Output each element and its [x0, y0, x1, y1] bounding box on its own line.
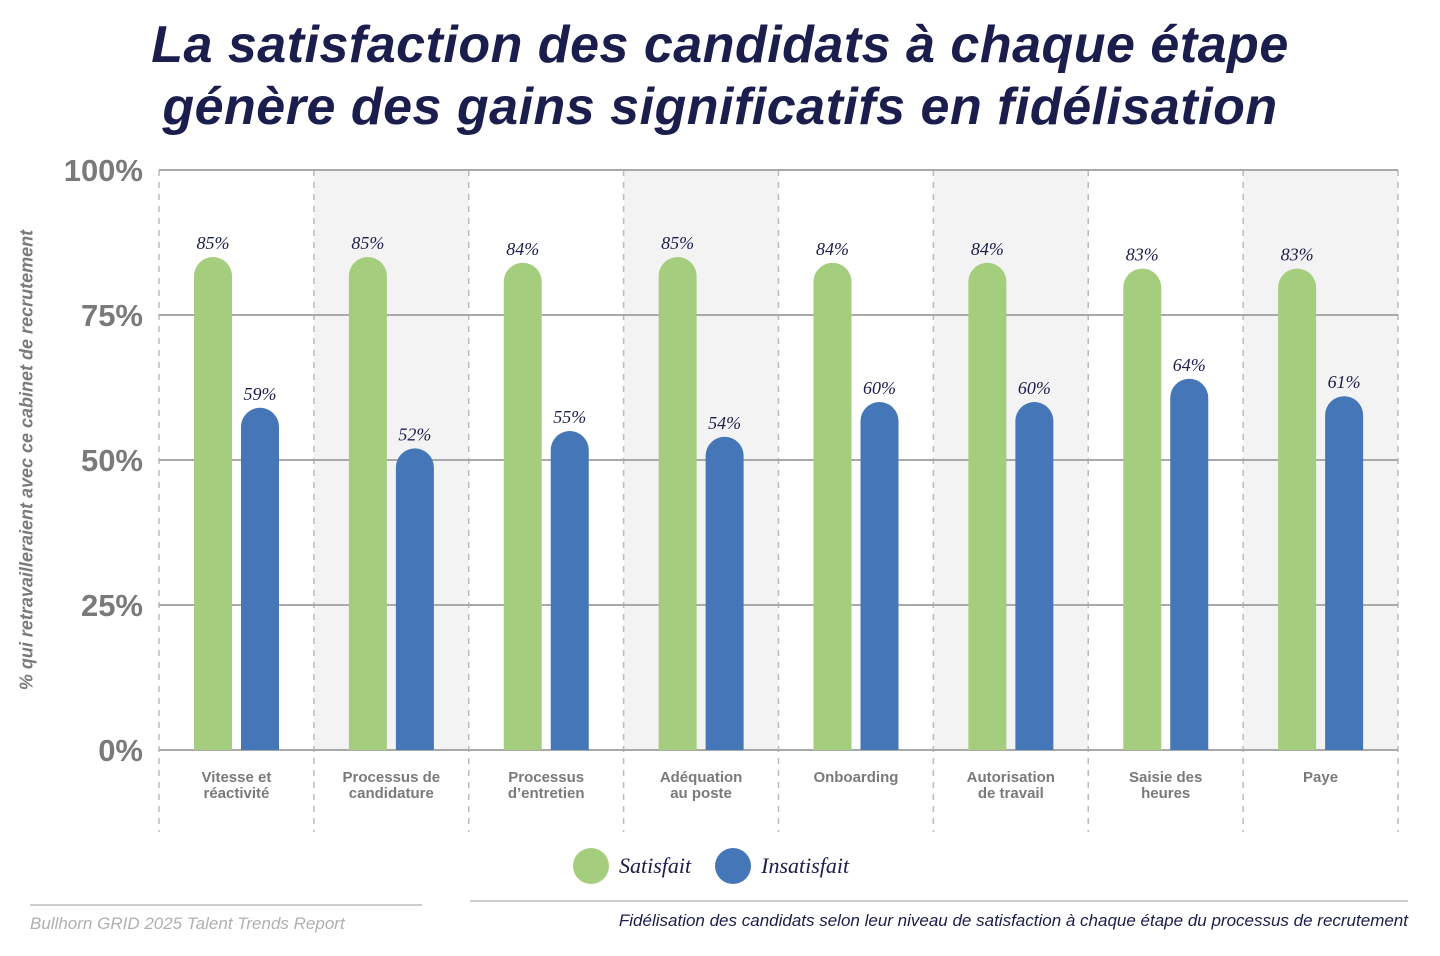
x-tick-label: Vitesse et [202, 769, 272, 786]
x-tick-label: Processus de [343, 769, 441, 786]
y-tick-label: 100% [64, 153, 143, 188]
bar-insatisfait [241, 407, 279, 750]
bar-insatisfait [1325, 396, 1364, 750]
bar-insatisfait [705, 436, 744, 750]
data-label: 85% [197, 233, 230, 253]
x-tick-label: Processus [508, 769, 584, 786]
x-tick-label: Saisie des [1129, 769, 1202, 786]
data-label: 85% [351, 233, 384, 253]
data-label: 59% [244, 384, 277, 404]
bar-insatisfait [550, 431, 589, 750]
y-tick-label: 75% [81, 298, 143, 333]
source-note: Bullhorn GRID 2025 Talent Trends Report [30, 914, 345, 933]
data-label: 60% [1018, 378, 1051, 398]
data-label: 61% [1328, 372, 1361, 392]
caption: Fidélisation des candidats selon leur ni… [618, 911, 1408, 930]
x-tick-label: Adéquation [660, 769, 743, 786]
divider [470, 900, 1408, 902]
bar-insatisfait [1015, 402, 1054, 750]
data-label: 55% [553, 407, 586, 427]
y-tick-label: 25% [81, 588, 143, 623]
legend-label-insatisfait: Insatisfait [761, 853, 850, 878]
x-tick-label: heures [1141, 785, 1190, 802]
legend: Satisfait Insatisfait [573, 848, 849, 884]
legend-label-satisfait: Satisfait [619, 853, 692, 878]
data-label: 64% [1173, 355, 1206, 375]
title-line-2: génère des gains significatifs en fidéli… [162, 78, 1278, 136]
bar-satisfait [658, 257, 697, 750]
data-label: 84% [506, 239, 539, 259]
title-line-1: La satisfaction des candidats à chaque é… [151, 16, 1289, 74]
x-tick-label: Onboarding [813, 769, 898, 786]
x-tick-label: au poste [670, 785, 732, 802]
data-label: 84% [816, 239, 849, 259]
data-label: 52% [398, 424, 431, 444]
data-label: 84% [971, 239, 1004, 259]
legend-swatch-satisfait [573, 848, 609, 884]
bar-satisfait [348, 257, 387, 750]
x-tick-label: d’entretien [508, 785, 585, 802]
bar-insatisfait [395, 448, 434, 750]
y-axis-label: % qui retravailleraient avec ce cabinet … [16, 229, 37, 691]
data-label: 83% [1281, 245, 1314, 265]
bar-satisfait [813, 262, 852, 750]
divider [30, 904, 422, 906]
bar-insatisfait [860, 402, 899, 750]
bar-satisfait [1123, 268, 1162, 750]
legend-swatch-insatisfait [715, 848, 752, 884]
bar-satisfait [1278, 268, 1317, 750]
bar-insatisfait [1170, 378, 1209, 750]
chart-title: La satisfaction des candidats à chaque é… [0, 14, 1440, 138]
data-label: 85% [661, 233, 694, 253]
data-label: 83% [1126, 245, 1159, 265]
y-tick-label: 0% [98, 733, 143, 768]
y-tick-label: 50% [81, 443, 143, 478]
data-label: 54% [708, 413, 741, 433]
data-label: 60% [863, 378, 896, 398]
bar-satisfait [968, 262, 1007, 750]
x-tick-label: candidature [349, 785, 434, 802]
x-tick-label: de travail [978, 785, 1044, 802]
bar-satisfait [194, 257, 232, 750]
x-tick-label: Paye [1303, 769, 1338, 786]
x-tick-label: réactivité [204, 785, 270, 802]
x-tick-label: Autorisation [967, 769, 1055, 786]
bar-satisfait [503, 262, 542, 750]
